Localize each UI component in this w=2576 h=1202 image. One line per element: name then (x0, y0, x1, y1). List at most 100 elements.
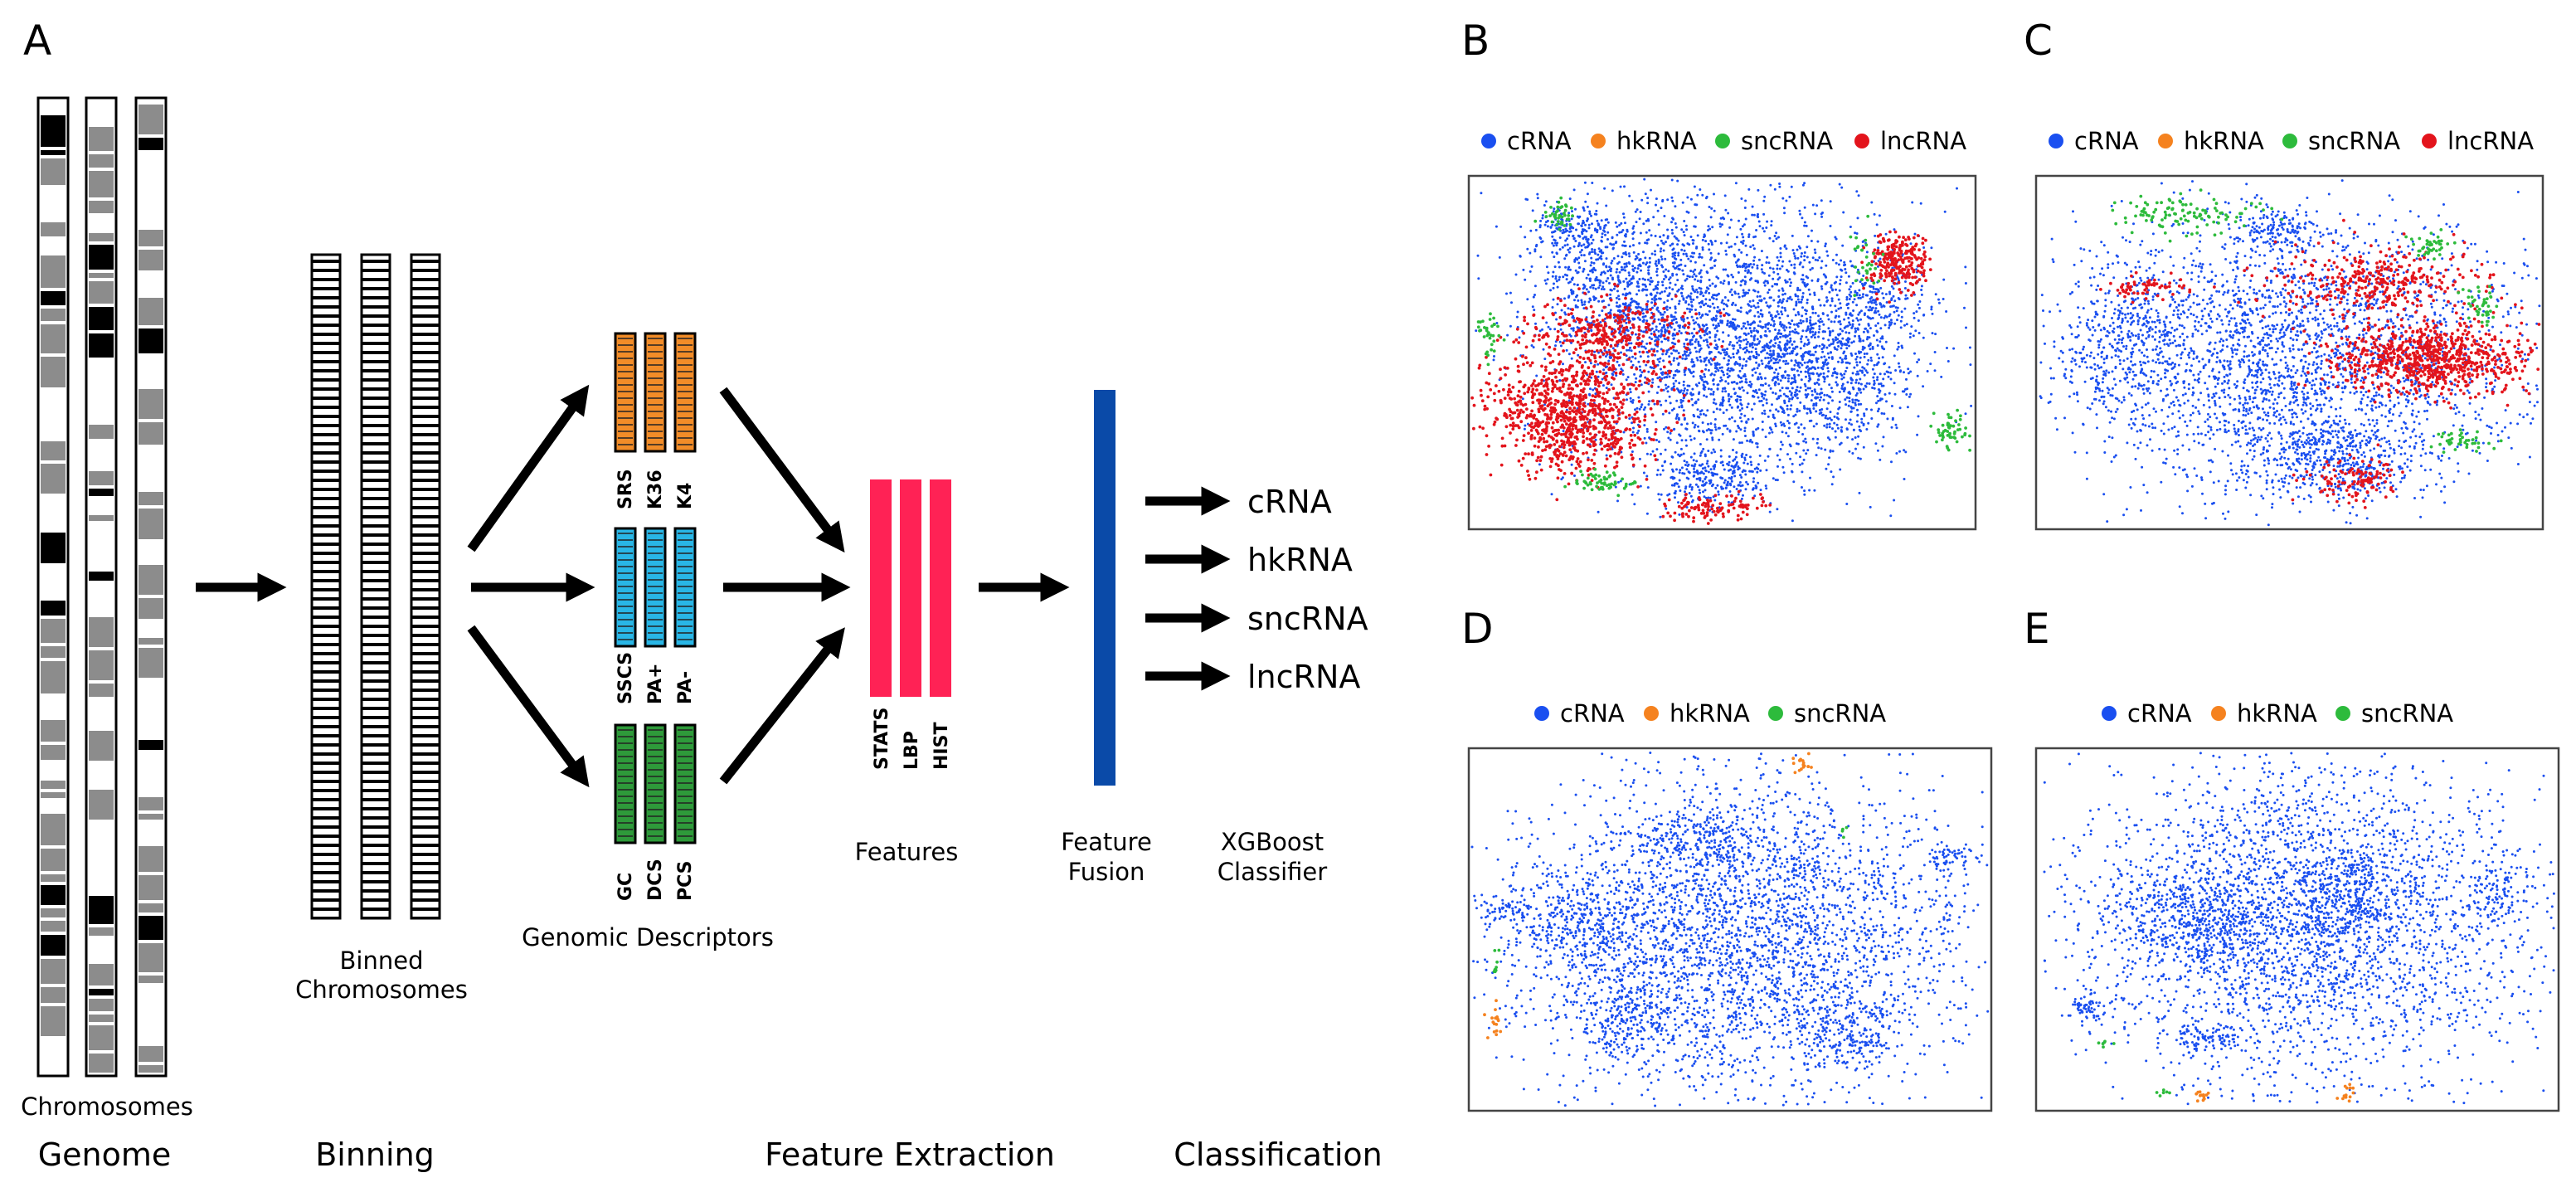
scatter-point (1742, 236, 1744, 238)
scatter-point (1684, 265, 1687, 267)
scatter-point (1888, 366, 1891, 368)
scatter-point (1601, 448, 1604, 451)
scatter-point (1831, 289, 1834, 291)
scatter-point (1708, 359, 1710, 362)
scatter-point (1706, 460, 1708, 462)
scatter-point (1778, 317, 1781, 319)
scatter-point (1644, 406, 1646, 409)
scatter-point (1655, 204, 1657, 207)
scatter-point (1733, 255, 1736, 258)
scatter-point (1746, 349, 1748, 352)
chromosome-band (139, 712, 163, 737)
scatter-point (1587, 192, 1589, 195)
scatter-point (1650, 277, 1652, 280)
scatter-point (1670, 439, 1672, 441)
scatter-point (1708, 387, 1710, 390)
scatter-point (1589, 387, 1592, 390)
scatter-point (1681, 285, 1684, 287)
scatter-point (1791, 368, 1793, 371)
scatter-point (1803, 459, 1806, 461)
scatter-point (1649, 336, 1651, 338)
scatter-point (1697, 485, 1699, 488)
scatter-point (1685, 253, 1688, 255)
scatter-point (1811, 308, 1814, 310)
scatter-point (1667, 386, 1670, 388)
scatter-point (1671, 217, 1674, 220)
chromosome-band (41, 324, 66, 353)
scatter-point (1742, 225, 1744, 227)
chromosome-band (89, 307, 114, 330)
scatter-point (1642, 288, 1645, 290)
scatter-point (1738, 467, 1741, 470)
scatter-point (1804, 251, 1806, 254)
scatter-point (1676, 290, 1679, 293)
scatter-point (1872, 377, 1874, 379)
scatter-point (1623, 245, 1626, 247)
scatter-point (1893, 304, 1895, 307)
scatter-point (1712, 393, 1714, 396)
scatter-point (1666, 229, 1669, 231)
scatter-point (1655, 235, 1657, 237)
scatter-point (1532, 209, 1534, 212)
chromosome-band (41, 188, 66, 219)
scatter-point (1821, 351, 1824, 353)
scatter-point (1720, 486, 1723, 489)
scatter-point (1864, 314, 1866, 316)
scatter-point (1551, 493, 1553, 495)
scatter-point (1661, 284, 1664, 286)
scatter-point (1694, 203, 1696, 206)
scatter-point (1676, 279, 1679, 281)
scatter-point (1746, 406, 1748, 408)
scatter-point (1665, 353, 1667, 355)
scatter-point (1832, 450, 1835, 452)
scatter-point (1706, 286, 1708, 289)
chromosome-band (41, 987, 66, 1003)
scatter-point (1812, 327, 1815, 329)
scatter-point (1617, 481, 1620, 484)
scatter-point (1642, 278, 1645, 280)
chromosome-ideograms (38, 98, 166, 1076)
scatter-point (1708, 369, 1710, 372)
scatter-point (1791, 343, 1793, 346)
scatter-point (1755, 229, 1757, 231)
scatter-point (1881, 347, 1883, 349)
chromosome-band (41, 391, 66, 421)
scatter-point (1710, 472, 1713, 474)
scatter-point (1847, 392, 1849, 394)
scatter-point (1545, 322, 1548, 324)
scatter-point (1737, 260, 1739, 262)
scatter-point (1622, 269, 1625, 271)
scatter-point (1724, 269, 1727, 271)
scatter-point (1690, 198, 1693, 201)
scatter-point (1888, 376, 1890, 378)
scatter-point (1869, 348, 1872, 350)
scatter-point (1555, 429, 1558, 432)
scatter-point (1916, 361, 1918, 363)
scatter-point (1588, 253, 1591, 255)
scatter-point (1893, 287, 1895, 290)
scatter-point (1720, 242, 1723, 245)
scatter-point (1705, 332, 1708, 334)
scatter-point (1681, 439, 1684, 441)
scatter-point (1761, 268, 1763, 270)
scatter-point (1829, 426, 1831, 428)
scatter-point (1763, 281, 1766, 284)
scatter-point (1661, 258, 1664, 260)
scatter-point (1616, 499, 1619, 502)
scatter-point (1639, 351, 1641, 353)
scatter-point (1757, 324, 1760, 327)
scatter-point (1796, 389, 1798, 392)
scatter-point (1711, 226, 1713, 228)
scatter-point (1619, 271, 1621, 274)
scatter-point (1794, 392, 1796, 394)
scatter-point (1586, 288, 1588, 290)
scatter-point (1587, 301, 1590, 304)
scatter-point (1639, 369, 1641, 372)
scatter-point (1845, 367, 1848, 369)
scatter-point (1773, 345, 1776, 348)
scatter-point (1873, 380, 1875, 382)
scatter-point (1789, 331, 1791, 333)
scatter-point (1522, 457, 1525, 460)
scatter-point (1733, 392, 1736, 395)
scatter-point (1590, 257, 1592, 260)
